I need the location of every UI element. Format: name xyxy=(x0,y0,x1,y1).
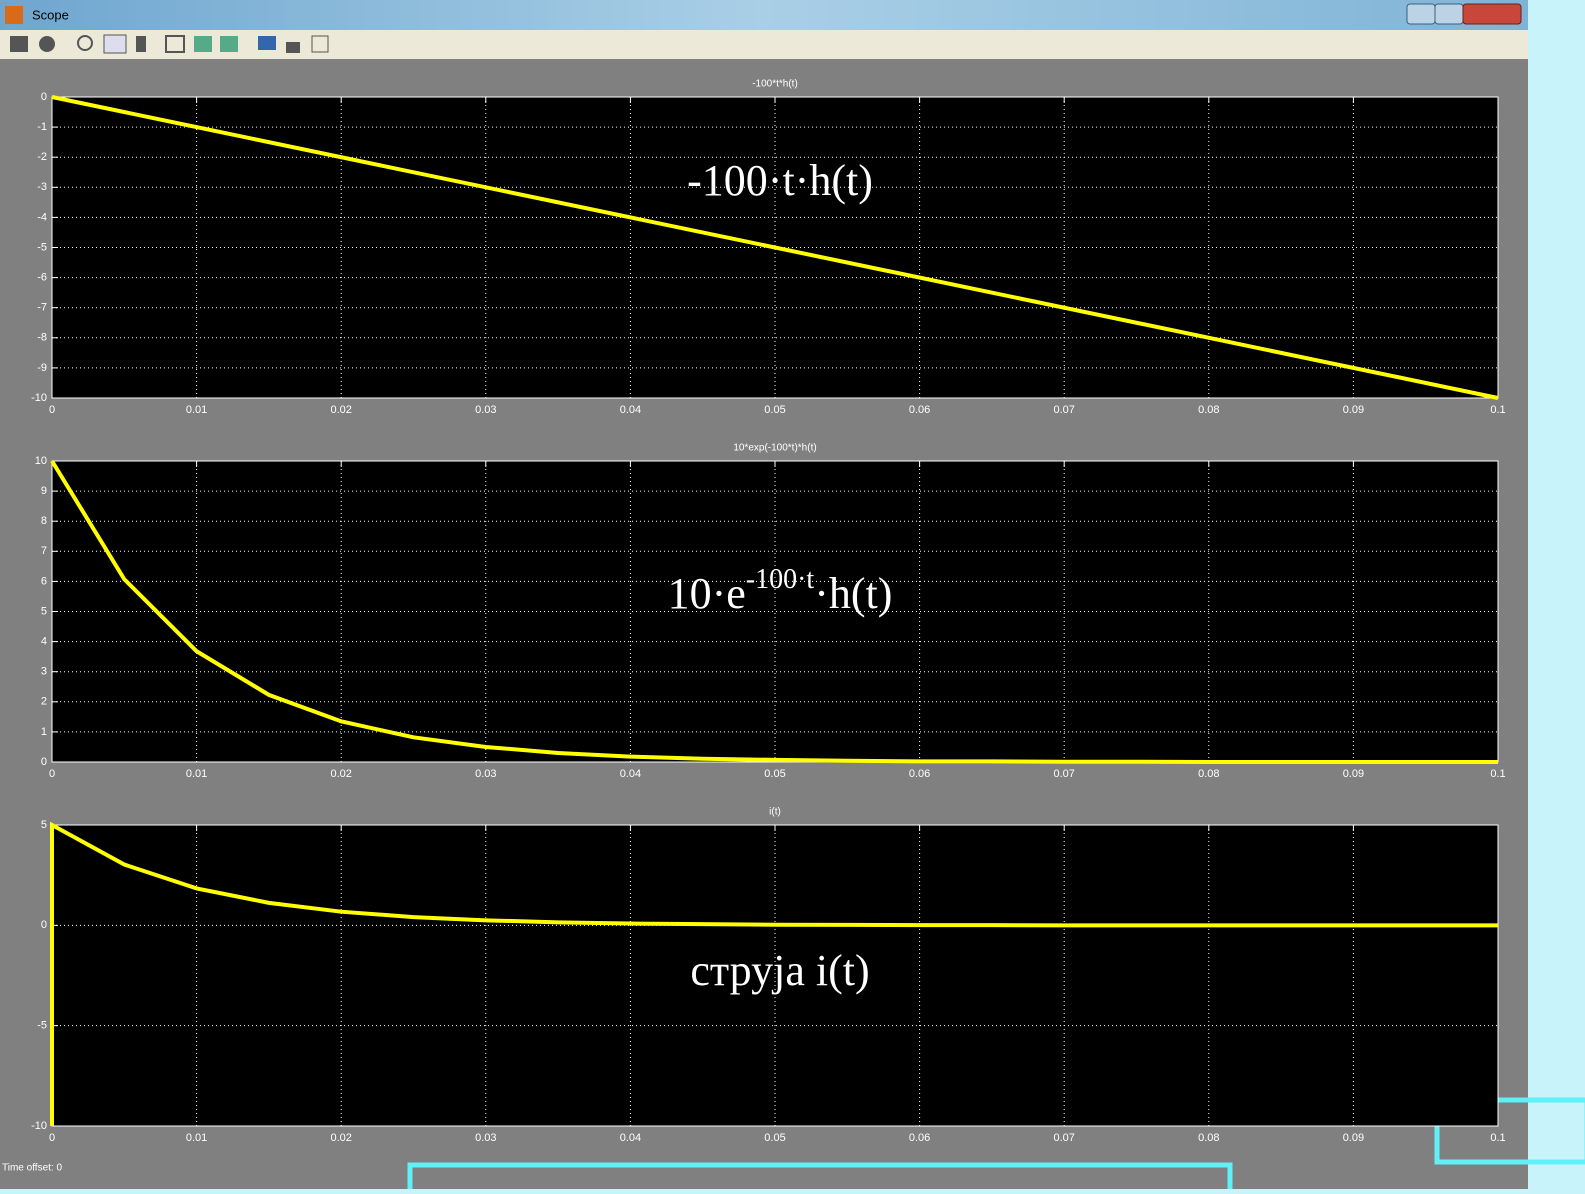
y-tick-label: 10 xyxy=(35,455,47,467)
x-tick-label: 0.09 xyxy=(1343,404,1364,416)
y-tick-label: -1 xyxy=(37,121,47,133)
y-tick-label: 9 xyxy=(41,485,47,497)
x-tick-label: 0.09 xyxy=(1343,1132,1364,1144)
y-tick-label: 0 xyxy=(41,919,47,931)
y-tick-label: -6 xyxy=(37,272,47,284)
x-tick-label: 0.02 xyxy=(330,768,351,780)
toolbar xyxy=(0,30,1528,59)
annotation-part: ·h(t) xyxy=(814,569,892,618)
x-tick-label: 0.05 xyxy=(764,404,785,416)
x-tick-label: 0.05 xyxy=(764,1132,785,1144)
y-tick-label: -5 xyxy=(37,1020,47,1032)
signal-line xyxy=(50,459,1498,764)
highlight-box xyxy=(407,1162,1233,1194)
x-tick-label: 0.02 xyxy=(330,1132,351,1144)
signal-icon[interactable] xyxy=(311,35,329,53)
y-tick-label: -9 xyxy=(37,362,47,374)
x-tick-label: 0.07 xyxy=(1053,404,1074,416)
y-tick-label: 4 xyxy=(41,636,47,648)
y-tick-label: -8 xyxy=(37,332,47,344)
x-tick-label: 0.08 xyxy=(1198,1132,1219,1144)
lock-icon[interactable] xyxy=(286,42,300,53)
y-tick-label: 5 xyxy=(41,605,47,617)
maximize-button[interactable] xyxy=(1434,3,1464,25)
highlight-box xyxy=(1434,1097,1585,1165)
y-tick-label: 6 xyxy=(41,575,47,587)
y-tick-label: 2 xyxy=(41,696,47,708)
y-tick-label: 7 xyxy=(41,545,47,557)
x-tick-label: 0.07 xyxy=(1053,1132,1074,1144)
x-tick-label: 0.06 xyxy=(909,1132,930,1144)
close-button[interactable] xyxy=(1462,3,1522,25)
plot-title: i(t) xyxy=(769,807,781,818)
status-text: Time offset: 0 xyxy=(2,1163,62,1174)
x-tick-label: 0.01 xyxy=(186,1132,207,1144)
x-tick-label: 0.08 xyxy=(1198,768,1219,780)
x-tick-label: 0.1 xyxy=(1490,404,1505,416)
y-tick-label: -4 xyxy=(37,211,47,223)
annotation-part: струја i(t) xyxy=(690,946,869,995)
y-tick-label: -7 xyxy=(37,302,47,314)
window-title: Scope xyxy=(32,7,69,22)
floating-icon[interactable] xyxy=(258,36,276,50)
annotation: струја i(t) xyxy=(690,946,869,995)
x-tick-label: 0 xyxy=(49,404,55,416)
annotation-part: 10·e xyxy=(668,569,746,618)
x-tick-label: 0.04 xyxy=(620,404,641,416)
y-tick-label: -5 xyxy=(37,241,47,253)
annotation: 10·e-100·t·h(t) xyxy=(668,564,893,618)
signal-line xyxy=(50,821,1498,1126)
app-icon xyxy=(5,6,23,24)
plot-title: -100*t*h(t) xyxy=(752,79,798,90)
x-tick-label: 0.01 xyxy=(186,404,207,416)
y-tick-label: 8 xyxy=(41,515,47,527)
x-tick-label: 0.02 xyxy=(330,404,351,416)
y-tick-label: -2 xyxy=(37,151,47,163)
annotation-part: -100·t·h(t) xyxy=(687,156,873,205)
toolbar-icons xyxy=(10,34,329,54)
params-icon[interactable] xyxy=(39,36,55,52)
x-tick-label: 0.06 xyxy=(909,768,930,780)
x-tick-label: 0.06 xyxy=(909,404,930,416)
y-tick-label: -10 xyxy=(31,392,47,404)
zoom-icon[interactable] xyxy=(77,35,93,51)
x-tick-label: 0.03 xyxy=(475,1132,496,1144)
print-icon[interactable] xyxy=(10,36,28,52)
x-tick-label: 0.05 xyxy=(764,768,785,780)
x-tick-label: 0.07 xyxy=(1053,768,1074,780)
x-tick-label: 0.08 xyxy=(1198,404,1219,416)
x-tick-label: 0.03 xyxy=(475,404,496,416)
save-axes-icon[interactable] xyxy=(194,36,212,52)
zoom-x-icon[interactable] xyxy=(103,34,127,54)
x-tick-label: 0.04 xyxy=(620,768,641,780)
x-tick-label: 0.04 xyxy=(620,1132,641,1144)
y-tick-label: 1 xyxy=(41,726,47,738)
y-tick-label: -10 xyxy=(31,1120,47,1132)
signal-line xyxy=(51,95,1499,400)
x-tick-label: 0.1 xyxy=(1490,768,1505,780)
x-tick-label: 0 xyxy=(49,1132,55,1144)
x-tick-label: 0.01 xyxy=(186,768,207,780)
minimize-button[interactable] xyxy=(1406,3,1436,25)
autoscale-icon[interactable] xyxy=(165,35,185,53)
plot-area xyxy=(51,824,1499,1127)
x-tick-label: 0.03 xyxy=(475,768,496,780)
zoom-y-icon[interactable] xyxy=(136,36,146,52)
title-bar xyxy=(0,0,1528,30)
annotation-part: -100·t xyxy=(746,564,815,595)
x-tick-label: 0 xyxy=(49,768,55,780)
y-tick-label: 0 xyxy=(41,756,47,768)
y-tick-label: 5 xyxy=(41,819,47,831)
restore-axes-icon[interactable] xyxy=(220,36,238,52)
plot-title: 10*exp(-100*t)*h(t) xyxy=(733,443,816,454)
x-tick-label: 0.09 xyxy=(1343,768,1364,780)
y-tick-label: 3 xyxy=(41,666,47,678)
annotation: -100·t·h(t) xyxy=(687,156,873,205)
y-tick-label: 0 xyxy=(41,91,47,103)
y-tick-label: -3 xyxy=(37,181,47,193)
x-tick-label: 0.1 xyxy=(1490,1132,1505,1144)
